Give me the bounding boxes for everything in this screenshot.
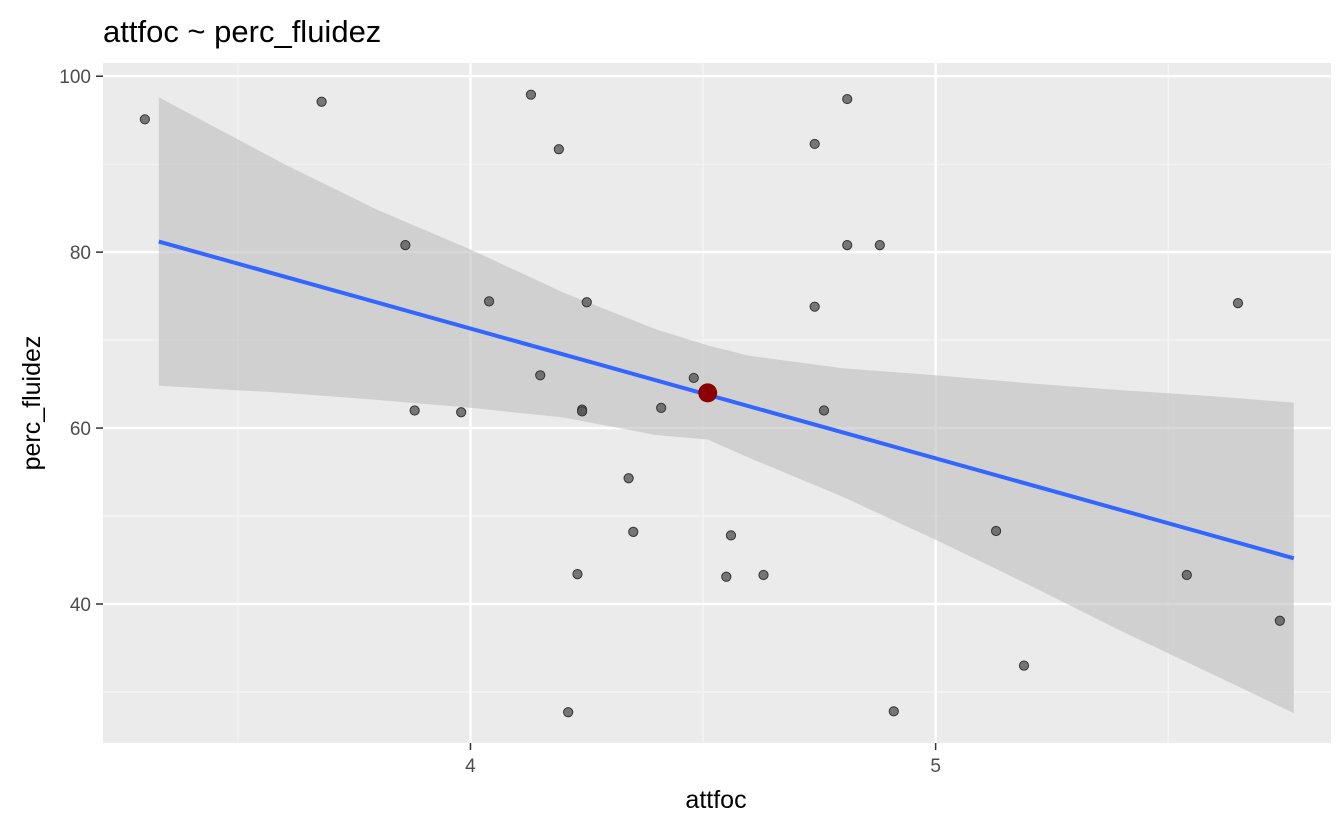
data-point: [809, 138, 820, 150]
data-points: [139, 89, 1285, 718]
data-point: [656, 402, 667, 413]
data-point: [874, 239, 885, 251]
data-point: [1274, 615, 1285, 626]
data-point: [1181, 569, 1192, 581]
y-tick-label: 40: [70, 595, 91, 616]
data-point: [1018, 660, 1030, 671]
data-point: [818, 405, 830, 416]
data-point: [688, 372, 699, 384]
data-point: [725, 530, 737, 541]
data-point: [572, 568, 583, 580]
data-point: [842, 93, 853, 105]
tick-labels: 4 5 40 60 80 100: [59, 67, 941, 777]
highlight-point: [698, 383, 718, 403]
data-point: [563, 707, 574, 718]
data-point: [758, 569, 769, 581]
data-point: [409, 405, 420, 416]
data-point: [623, 473, 634, 484]
data-point: [456, 407, 467, 418]
data-point: [483, 296, 495, 307]
data-point: [842, 239, 853, 251]
data-point: [139, 114, 150, 125]
data-point: [316, 96, 327, 107]
data-point: [400, 239, 411, 251]
data-point: [553, 144, 564, 155]
confidence-band: [158, 97, 1294, 714]
data-point: [888, 706, 899, 717]
data-point: [535, 370, 546, 381]
data-point: [525, 89, 537, 100]
regression-line: [158, 239, 1295, 561]
data-point: [990, 525, 1002, 537]
data-point: [809, 301, 820, 312]
chart-title: attfoc ~ perc_fluidez: [103, 14, 381, 49]
data-point: [1232, 298, 1244, 309]
x-axis-title: attfoc: [685, 786, 746, 814]
data-point: [721, 571, 732, 582]
y-axis-title: perc_fluidez: [18, 336, 46, 471]
y-tick-label: 80: [70, 243, 91, 264]
x-tick-label: 4: [465, 756, 476, 777]
y-tick-label: 100: [59, 67, 91, 88]
data-point: [577, 406, 588, 417]
data-point: [628, 526, 639, 537]
axis-ticks: [96, 75, 937, 750]
y-tick-label: 60: [70, 419, 91, 440]
data-point: [581, 297, 592, 308]
x-tick-label: 5: [930, 756, 941, 777]
